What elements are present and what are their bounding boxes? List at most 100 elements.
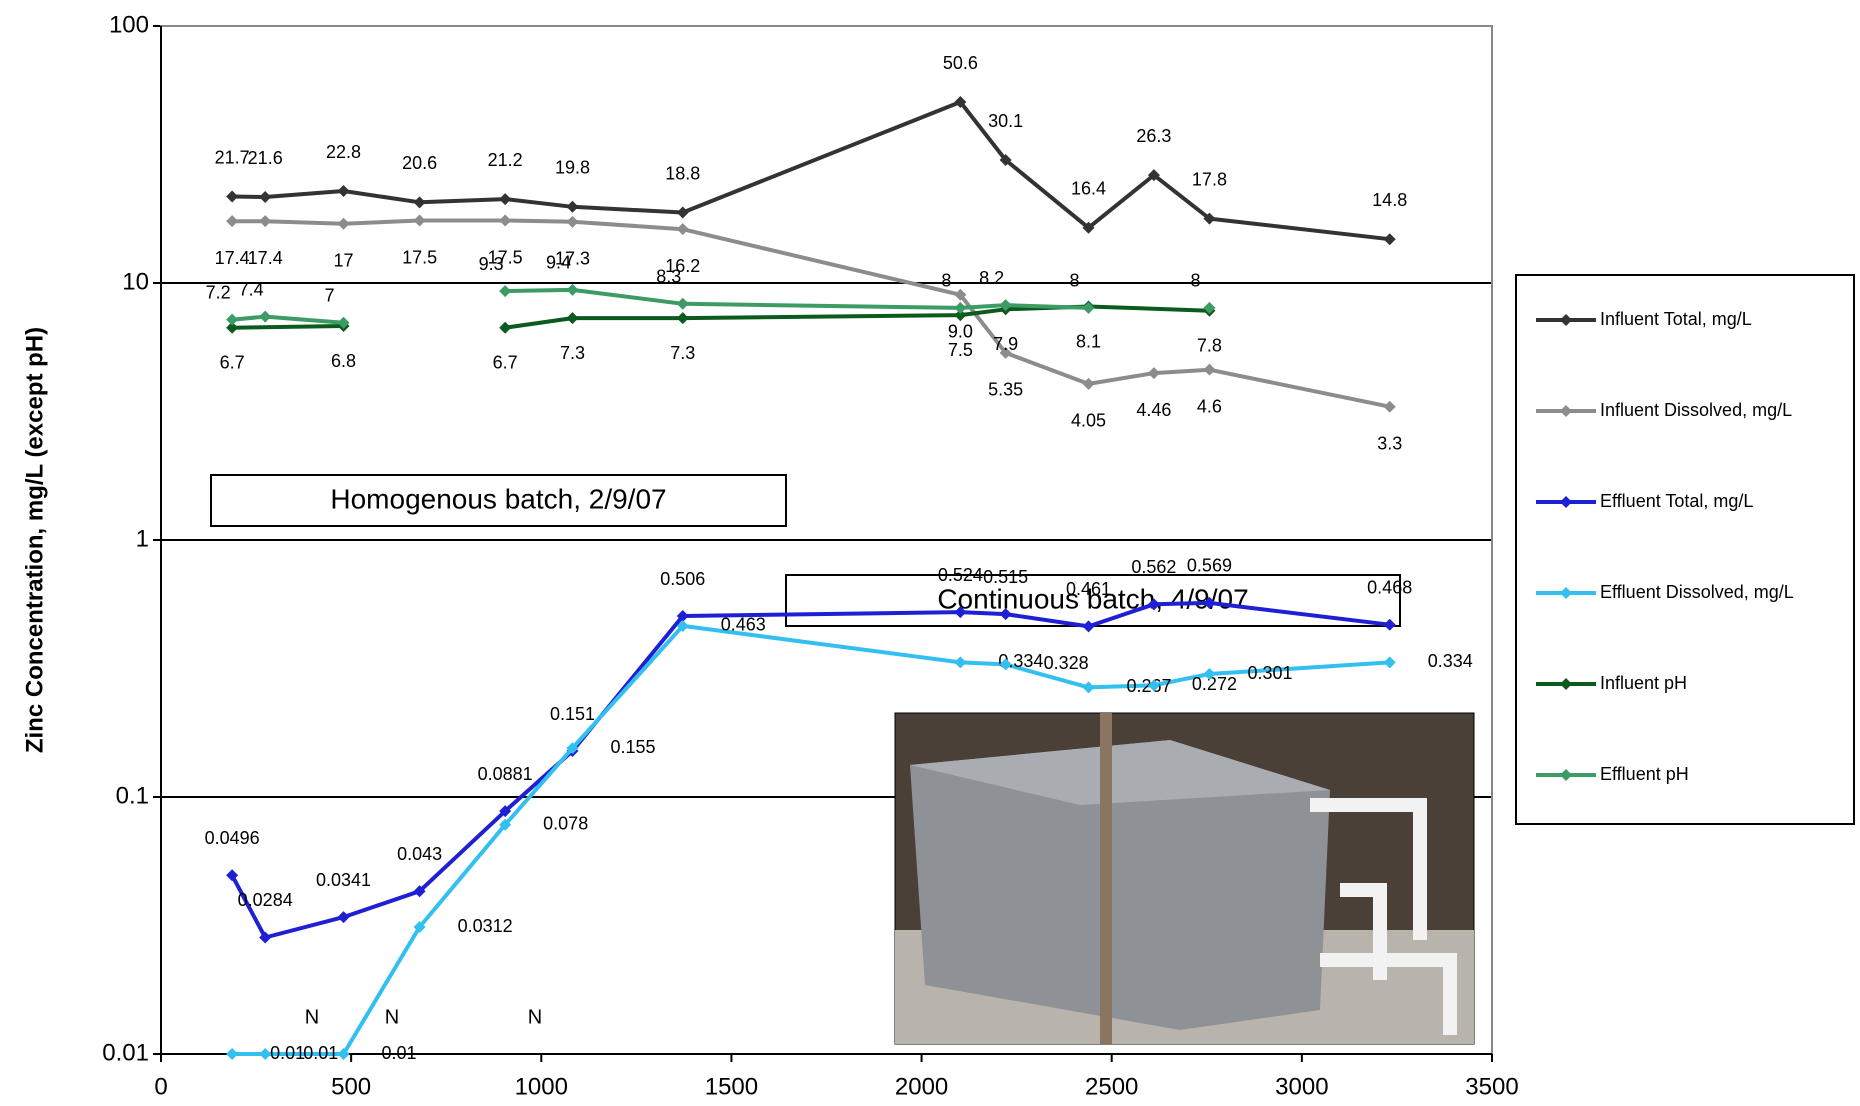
data-label: 17.5	[488, 247, 523, 267]
annotation: N	[528, 1006, 542, 1028]
marker	[676, 610, 689, 623]
marker	[499, 193, 512, 206]
data-label: 8	[1190, 271, 1200, 291]
data-label: 17.5	[402, 247, 437, 267]
data-label: 7.5	[948, 340, 973, 360]
legend-label: Effluent Dissolved, mg/L	[1600, 582, 1794, 602]
marker	[954, 656, 967, 669]
data-label: 21.2	[488, 150, 523, 170]
data-label: 0.328	[1044, 653, 1089, 673]
data-label: 0.0496	[205, 828, 260, 848]
marker	[259, 931, 272, 944]
marker	[1147, 169, 1160, 182]
data-label: 0.043	[397, 844, 442, 864]
marker	[566, 742, 579, 755]
marker	[1203, 363, 1216, 376]
x-tick-label: 3000	[1275, 1073, 1328, 1100]
data-label: 22.8	[326, 142, 361, 162]
marker	[1383, 400, 1396, 413]
marker	[999, 608, 1012, 621]
legend-label: Influent pH	[1600, 673, 1687, 693]
data-label: 21.7	[215, 147, 250, 167]
x-tick-label: 2000	[895, 1073, 948, 1100]
marker	[259, 1048, 272, 1060]
marker	[1147, 679, 1160, 692]
marker	[337, 185, 350, 198]
legend-marker	[1560, 769, 1572, 781]
marker	[337, 217, 350, 230]
data-label: 6.8	[331, 351, 356, 371]
annotation-box	[785, 574, 1401, 627]
y-axis-label: Zinc Concentration, mg/L (except pH)	[21, 327, 48, 753]
marker	[676, 297, 689, 310]
marker	[259, 215, 272, 228]
marker	[566, 312, 579, 325]
y-tick-label: 0.1	[116, 782, 149, 809]
legend-label: Effluent pH	[1600, 764, 1689, 784]
data-label: 0.301	[1247, 663, 1292, 683]
x-tick-label: 1000	[515, 1073, 568, 1100]
marker	[226, 869, 239, 882]
data-label: 0.468	[1367, 577, 1412, 597]
annotation: N	[305, 1006, 319, 1028]
marker	[226, 321, 239, 334]
data-label: 0.151	[550, 704, 595, 724]
marker	[954, 288, 967, 301]
marker	[226, 190, 239, 203]
legend-marker	[1560, 405, 1572, 417]
data-label: 6.7	[493, 352, 518, 372]
photo-tank	[910, 740, 1330, 1030]
data-label: 17	[334, 251, 354, 271]
data-label: 9.4	[546, 253, 571, 273]
annotation-box	[210, 474, 787, 527]
annotation: N	[385, 1006, 399, 1028]
annotation: Continuous batch, 4/9/07	[937, 583, 1248, 614]
marker	[337, 911, 350, 924]
marker	[413, 921, 426, 934]
marker	[226, 1048, 239, 1060]
legend-label: Influent Dissolved, mg/L	[1600, 400, 1792, 420]
legend-label: Effluent Total, mg/L	[1600, 491, 1753, 511]
data-label: 8	[1070, 271, 1080, 291]
data-label: 0.515	[983, 567, 1028, 587]
marker	[566, 283, 579, 296]
marker	[676, 223, 689, 236]
photo-tank-top	[910, 740, 1330, 805]
data-label: 0.562	[1131, 557, 1176, 577]
annotation: Homogenous batch, 2/9/07	[330, 483, 666, 514]
data-label: 4.6	[1197, 396, 1222, 416]
marker	[499, 285, 512, 298]
data-label: 4.05	[1071, 411, 1106, 431]
data-label: 0.463	[721, 615, 766, 635]
data-label: 0.334	[1428, 651, 1473, 671]
y-tick-label: 10	[122, 268, 149, 295]
data-label: 0.01	[303, 1043, 338, 1063]
data-label: 7.2	[206, 282, 231, 302]
data-label: 8	[941, 271, 951, 291]
marker	[1082, 681, 1095, 694]
data-label: 14.8	[1372, 190, 1407, 210]
marker	[1082, 301, 1095, 314]
y-tick-label: 0.01	[102, 1039, 149, 1066]
marker	[499, 214, 512, 227]
photo-pipes	[1310, 798, 1457, 1035]
photo	[894, 712, 1475, 1045]
data-label: 0.0284	[238, 890, 293, 910]
data-label: 8.1	[1076, 331, 1101, 351]
data-label: 0.0312	[458, 916, 513, 936]
marker	[999, 658, 1012, 671]
data-label: 8.3	[656, 267, 681, 287]
marker	[954, 309, 967, 322]
marker	[337, 316, 350, 329]
data-label: 0.461	[1066, 579, 1111, 599]
marker	[1082, 221, 1095, 234]
legend-box	[1515, 274, 1855, 825]
marker	[1203, 596, 1216, 609]
data-label: 0.0341	[316, 870, 371, 890]
data-label: 50.6	[943, 53, 978, 73]
marker	[954, 301, 967, 314]
marker	[1383, 233, 1396, 246]
data-label: 0.0881	[478, 764, 533, 784]
marker	[413, 196, 426, 209]
